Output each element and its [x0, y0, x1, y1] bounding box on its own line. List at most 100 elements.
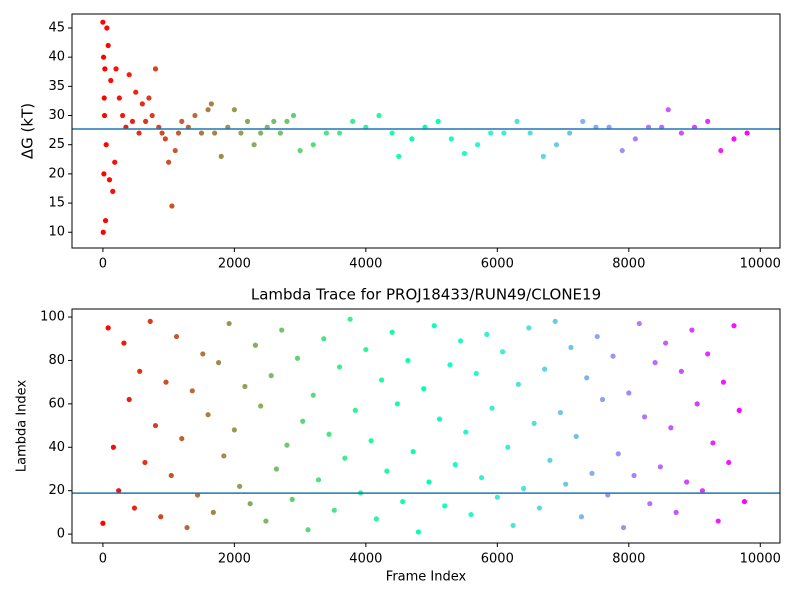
- data-point: [159, 130, 165, 136]
- data-point: [208, 101, 214, 107]
- data-point: [100, 520, 106, 526]
- data-point: [610, 353, 616, 359]
- data-point: [448, 136, 454, 142]
- data-point: [678, 368, 684, 374]
- data-point: [105, 42, 111, 49]
- data-point: [323, 130, 330, 136]
- data-point: [619, 147, 625, 154]
- data-point: [626, 390, 632, 396]
- data-point: [389, 329, 395, 335]
- x-tick-label: 10000: [740, 257, 781, 272]
- data-point: [279, 327, 285, 333]
- data-point: [552, 318, 558, 324]
- x-tick-label: 6000: [481, 257, 514, 272]
- data-point: [415, 529, 422, 535]
- data-point: [594, 333, 600, 340]
- data-point: [457, 338, 464, 344]
- y-tick-label: 35: [48, 79, 65, 94]
- data-point: [175, 130, 182, 136]
- data-point: [247, 501, 253, 507]
- data-point: [641, 414, 648, 420]
- y-tick-label: 40: [48, 440, 65, 455]
- data-point: [426, 479, 432, 485]
- data-point: [478, 475, 485, 481]
- data-point: [310, 392, 316, 398]
- data-point: [100, 54, 107, 60]
- data-point: [567, 130, 573, 136]
- data-point: [133, 89, 139, 95]
- y-tick-label: 20: [48, 483, 65, 498]
- data-point: [251, 142, 257, 148]
- data-point: [580, 118, 586, 124]
- y-tick-label: 45: [48, 21, 65, 36]
- y-tick-label: 25: [48, 137, 65, 152]
- data-point: [121, 340, 127, 346]
- data-point: [137, 368, 143, 374]
- data-point: [289, 496, 295, 502]
- data-point: [663, 340, 669, 346]
- data-point: [110, 444, 117, 450]
- data-point: [409, 136, 415, 142]
- data-point: [129, 118, 136, 124]
- data-point: [461, 150, 468, 157]
- y-tick-label: 0: [57, 527, 65, 542]
- y-axis-label: Lambda Index: [15, 380, 30, 473]
- data-point: [373, 516, 379, 522]
- data-point: [431, 323, 437, 329]
- data-point: [101, 112, 108, 119]
- y-axis-label: ΔG (kT): [19, 103, 37, 159]
- data-point: [273, 466, 280, 472]
- data-point: [305, 527, 311, 533]
- data-point: [684, 479, 690, 485]
- data-point: [636, 320, 642, 327]
- data-point: [484, 331, 490, 337]
- y-tick-label: 20: [48, 166, 65, 181]
- data-point: [584, 375, 590, 381]
- data-point: [499, 349, 506, 355]
- y-tick-label: 60: [48, 396, 65, 411]
- data-point: [710, 440, 716, 446]
- data-point: [678, 130, 684, 136]
- y-tick-label: 100: [40, 310, 65, 325]
- data-point: [514, 118, 520, 124]
- data-point: [468, 511, 474, 518]
- data-point: [100, 229, 106, 235]
- data-point: [350, 118, 356, 124]
- data-point: [573, 433, 579, 440]
- data-point: [557, 409, 564, 416]
- y-tick-label: 40: [48, 50, 65, 65]
- data-point: [173, 333, 180, 340]
- data-point: [394, 401, 401, 407]
- data-point: [189, 388, 195, 394]
- data-point: [321, 336, 327, 342]
- data-point: [310, 142, 316, 148]
- data-point: [101, 95, 107, 101]
- data-point: [136, 130, 142, 136]
- data-point: [102, 217, 109, 224]
- axes-frame: [71, 308, 781, 544]
- data-point: [668, 425, 674, 431]
- data-point: [447, 362, 453, 368]
- data-point: [475, 142, 481, 148]
- data-point: [379, 377, 385, 383]
- data-point: [657, 464, 663, 470]
- data-point: [396, 153, 402, 159]
- data-point: [436, 416, 443, 422]
- data-point: [615, 451, 621, 457]
- data-point: [726, 459, 732, 466]
- data-point: [331, 507, 337, 513]
- data-point: [131, 505, 138, 511]
- data-point: [200, 351, 206, 357]
- data-point: [277, 130, 283, 136]
- data-point: [705, 118, 711, 124]
- data-point: [705, 351, 711, 357]
- data-point: [100, 19, 106, 25]
- data-point: [263, 518, 269, 524]
- x-tick-label: 0: [99, 552, 107, 567]
- y-tick-label: 15: [48, 196, 65, 211]
- data-point: [352, 407, 358, 413]
- data-point: [300, 418, 306, 424]
- data-point: [744, 130, 750, 136]
- data-point: [242, 383, 248, 390]
- data-point: [198, 130, 205, 136]
